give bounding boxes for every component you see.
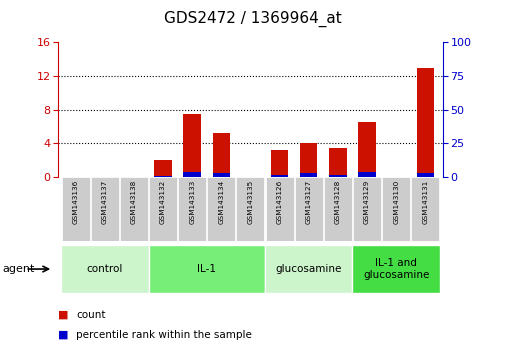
FancyBboxPatch shape [294,177,322,241]
FancyBboxPatch shape [236,177,264,241]
FancyBboxPatch shape [61,245,148,293]
Text: GSM143134: GSM143134 [218,180,224,224]
FancyBboxPatch shape [62,177,89,241]
FancyBboxPatch shape [323,177,351,241]
Bar [270,150,288,177]
Bar [154,160,172,177]
Bar [299,143,317,177]
FancyBboxPatch shape [265,245,352,293]
Text: GSM143127: GSM143127 [305,180,311,224]
Bar [328,175,346,177]
Bar [183,114,200,177]
Text: IL-1 and
glucosamine: IL-1 and glucosamine [362,258,428,280]
Text: ■: ■ [58,310,69,320]
Text: GSM143131: GSM143131 [422,180,427,224]
FancyBboxPatch shape [120,177,147,241]
Bar [358,122,375,177]
Bar [416,68,433,177]
FancyBboxPatch shape [352,245,439,293]
Bar [358,172,375,177]
FancyBboxPatch shape [148,245,265,293]
Text: GSM143132: GSM143132 [160,180,166,224]
Text: glucosamine: glucosamine [275,264,341,274]
Text: GSM143129: GSM143129 [363,180,369,224]
Text: GSM143128: GSM143128 [334,180,340,224]
Bar [328,148,346,177]
Bar [299,173,317,177]
Bar [212,133,230,177]
Text: IL-1: IL-1 [197,264,216,274]
Bar [154,176,172,177]
Text: ■: ■ [58,330,69,339]
Text: count: count [76,310,105,320]
FancyBboxPatch shape [178,177,206,241]
FancyBboxPatch shape [207,177,235,241]
Text: GSM143136: GSM143136 [73,180,78,224]
Text: control: control [86,264,123,274]
Text: GSM143133: GSM143133 [189,180,195,224]
FancyBboxPatch shape [381,177,410,241]
Text: GSM143130: GSM143130 [392,180,398,224]
Bar [212,173,230,177]
FancyBboxPatch shape [411,177,438,241]
Bar [183,172,200,177]
Bar [270,175,288,177]
FancyBboxPatch shape [149,177,177,241]
Text: GSM143126: GSM143126 [276,180,282,224]
Bar [416,173,433,177]
Text: percentile rank within the sample: percentile rank within the sample [76,330,251,339]
Text: GSM143138: GSM143138 [131,180,137,224]
Text: agent: agent [3,264,35,274]
FancyBboxPatch shape [90,177,119,241]
Text: GDS2472 / 1369964_at: GDS2472 / 1369964_at [164,11,341,27]
FancyBboxPatch shape [265,177,293,241]
FancyBboxPatch shape [352,177,380,241]
Text: GSM143137: GSM143137 [102,180,108,224]
Text: GSM143135: GSM143135 [247,180,253,224]
